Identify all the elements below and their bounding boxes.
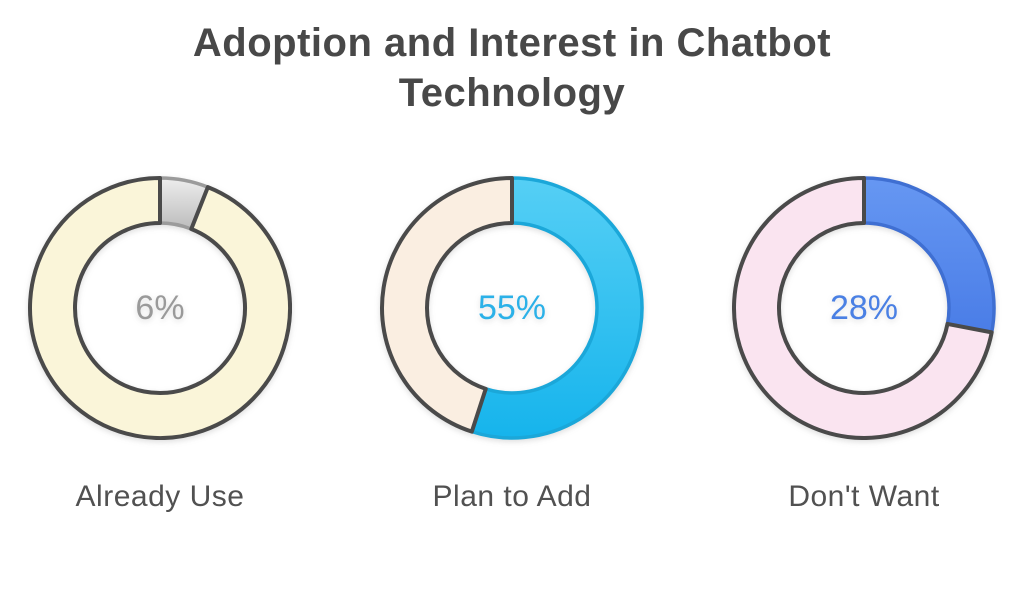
donut-block-dont-want: 28% Don't Want xyxy=(728,172,1000,512)
donut-block-plan-to-add: 55% Plan to Add xyxy=(376,172,648,512)
donut-remainder-segment xyxy=(732,176,994,440)
donut-value-label: 6% xyxy=(135,289,184,327)
donut-caption-dont-want: Don't Want xyxy=(788,480,940,513)
donut-value-label: 28% xyxy=(830,289,898,327)
donut-ring-already-use: 6% xyxy=(28,176,292,440)
donut-value-label: 55% xyxy=(478,289,546,327)
donut-caption-plan-to-add: Plan to Add xyxy=(432,480,592,513)
donut-value-segment xyxy=(470,176,644,440)
donut-remainder-segment xyxy=(28,176,292,440)
donut-caption-already-use: Already Use xyxy=(75,480,245,513)
page-title: Adoption and Interest in Chatbot Technol… xyxy=(192,21,832,115)
donut-block-already-use: 6% Already Use xyxy=(24,172,296,512)
donut-value-segment xyxy=(862,176,996,335)
donut-charts-row: 6% Already Use 55% Plan to Add 28% Don't… xyxy=(0,172,1024,512)
donut-ring-plan-to-add: 55% xyxy=(380,176,644,440)
donut-remainder-segment xyxy=(380,176,514,434)
donut-ring-dont-want: 28% xyxy=(732,176,996,440)
